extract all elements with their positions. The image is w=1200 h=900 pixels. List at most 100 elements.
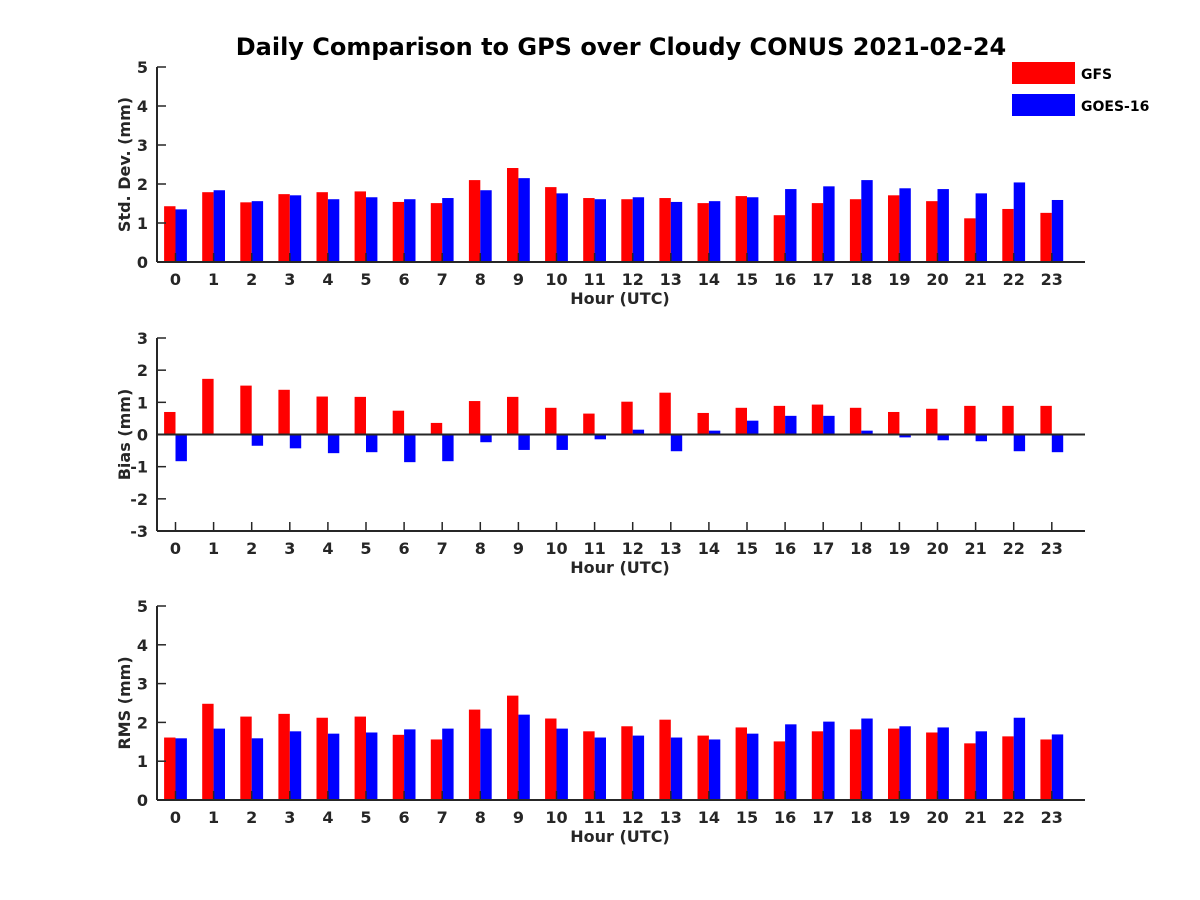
rms-bar-gfs-0 bbox=[164, 737, 176, 800]
std-dev-x-tick-label: 8 bbox=[475, 270, 486, 289]
bias-x-axis-label: Hour (UTC) bbox=[570, 558, 670, 577]
bias-bar-goes16-21 bbox=[975, 434, 987, 442]
std-dev-bar-goes16-20 bbox=[937, 189, 949, 262]
bias-bar-gfs-12 bbox=[621, 401, 633, 435]
std-dev-x-tick-label: 21 bbox=[964, 270, 986, 289]
bias-bar-gfs-10 bbox=[545, 407, 557, 435]
rms-bar-goes16-14 bbox=[708, 739, 721, 800]
std-dev-bar-gfs-17 bbox=[811, 203, 824, 262]
std-dev-bar-gfs-21 bbox=[964, 218, 976, 262]
std-dev-bar-gfs-7 bbox=[430, 203, 443, 262]
bias-bar-gfs-1 bbox=[202, 378, 214, 435]
bias-bar-gfs-19 bbox=[888, 411, 900, 435]
std-dev-x-tick-label: 7 bbox=[437, 270, 448, 289]
std-dev-bar-goes16-8 bbox=[480, 190, 492, 262]
bias-bar-goes16-6 bbox=[404, 434, 416, 463]
bias-x-tick-label: 3 bbox=[284, 539, 295, 558]
bias-y-tick-label: -2 bbox=[130, 490, 148, 509]
rms-x-tick-label: 5 bbox=[360, 808, 371, 827]
rms-bar-goes16-21 bbox=[975, 731, 987, 800]
std-dev-x-tick-label: 4 bbox=[322, 270, 333, 289]
std-dev-bar-goes16-14 bbox=[708, 201, 721, 262]
legend-swatch-goes16 bbox=[1012, 94, 1075, 116]
rms-x-tick-label: 13 bbox=[660, 808, 682, 827]
bias-x-tick-label: 9 bbox=[513, 539, 524, 558]
std-dev-bar-goes16-1 bbox=[213, 190, 225, 262]
bias-x-tick-label: 2 bbox=[246, 539, 257, 558]
bias-y-tick-label: -3 bbox=[130, 522, 148, 541]
std-dev-bar-gfs-2 bbox=[240, 202, 252, 262]
std-dev-x-tick-label: 5 bbox=[360, 270, 371, 289]
bias-bar-goes16-5 bbox=[366, 434, 378, 453]
bias-bar-goes16-0 bbox=[175, 434, 187, 462]
std-dev-bar-goes16-18 bbox=[861, 180, 873, 262]
std-dev-bar-goes16-13 bbox=[670, 201, 683, 262]
rms-bar-goes16-12 bbox=[632, 735, 645, 800]
rms-x-tick-label: 1 bbox=[208, 808, 219, 827]
rms-bar-gfs-12 bbox=[621, 726, 633, 800]
rms-y-tick-label: 3 bbox=[137, 675, 148, 694]
std-dev-y-tick-label: 1 bbox=[137, 214, 148, 233]
rms-x-tick-label: 4 bbox=[322, 808, 333, 827]
std-dev-y-tick-label: 5 bbox=[137, 58, 148, 77]
rms-bar-gfs-21 bbox=[964, 743, 976, 800]
std-dev-x-tick-label: 23 bbox=[1041, 270, 1063, 289]
rms-bar-gfs-3 bbox=[278, 713, 290, 800]
bias-bar-goes16-13 bbox=[670, 434, 683, 452]
bias-bar-goes16-20 bbox=[937, 434, 949, 441]
std-dev-bar-gfs-12 bbox=[621, 199, 633, 262]
std-dev-x-tick-label: 2 bbox=[246, 270, 257, 289]
rms-bar-gfs-6 bbox=[392, 734, 405, 800]
bias-x-tick-label: 20 bbox=[926, 539, 948, 558]
rms-bar-gfs-11 bbox=[583, 731, 595, 800]
bias-x-tick-label: 5 bbox=[360, 539, 371, 558]
bias-bar-gfs-13 bbox=[659, 392, 671, 435]
bias-bar-goes16-15 bbox=[747, 420, 759, 435]
rms-bar-gfs-20 bbox=[926, 732, 938, 800]
bias-bar-gfs-11 bbox=[583, 413, 595, 435]
rms-x-tick-label: 17 bbox=[812, 808, 834, 827]
rms-x-tick-label: 10 bbox=[545, 808, 567, 827]
rms-bar-gfs-17 bbox=[811, 731, 824, 800]
bias-y-tick-label: -1 bbox=[130, 458, 148, 477]
std-dev-bar-goes16-16 bbox=[785, 189, 797, 262]
rms-bar-goes16-7 bbox=[442, 728, 454, 800]
std-dev-bar-gfs-14 bbox=[697, 203, 709, 262]
std-dev-x-tick-label: 22 bbox=[1003, 270, 1025, 289]
rms-x-tick-label: 0 bbox=[170, 808, 181, 827]
bias-bar-gfs-5 bbox=[354, 396, 366, 435]
std-dev-bar-gfs-13 bbox=[659, 198, 671, 262]
std-dev-bar-gfs-6 bbox=[392, 201, 405, 262]
std-dev-bar-gfs-20 bbox=[926, 201, 938, 262]
std-dev-bar-goes16-17 bbox=[823, 186, 835, 262]
std-dev-bar-gfs-1 bbox=[202, 192, 214, 262]
std-dev-bar-gfs-10 bbox=[545, 187, 557, 262]
rms-bar-goes16-6 bbox=[404, 729, 416, 800]
std-dev-bar-goes16-19 bbox=[899, 188, 911, 262]
bias-bar-goes16-17 bbox=[823, 415, 835, 435]
rms-x-tick-label: 3 bbox=[284, 808, 295, 827]
rms-bar-goes16-23 bbox=[1051, 734, 1064, 800]
bias-bar-gfs-23 bbox=[1040, 405, 1052, 435]
std-dev-bar-gfs-16 bbox=[773, 215, 786, 262]
bias-x-tick-label: 6 bbox=[399, 539, 410, 558]
bias-y-tick-label: 2 bbox=[137, 361, 148, 380]
std-dev-bar-gfs-8 bbox=[468, 180, 481, 262]
rms-y-tick-label: 4 bbox=[137, 636, 148, 655]
bias-bar-gfs-9 bbox=[507, 396, 519, 435]
bias-bar-gfs-3 bbox=[278, 389, 290, 435]
bias-y-tick-label: 0 bbox=[137, 426, 148, 445]
rms-x-tick-label: 22 bbox=[1003, 808, 1025, 827]
std-dev-bar-gfs-15 bbox=[735, 196, 747, 262]
rms-bar-goes16-2 bbox=[251, 738, 264, 800]
std-dev-y-axis-label: Std. Dev. (mm) bbox=[115, 97, 134, 232]
std-dev-x-tick-label: 12 bbox=[622, 270, 644, 289]
std-dev-x-tick-label: 6 bbox=[399, 270, 410, 289]
std-dev-bar-goes16-7 bbox=[442, 198, 454, 262]
rms-x-tick-label: 14 bbox=[698, 808, 720, 827]
std-dev-bar-gfs-4 bbox=[316, 192, 328, 262]
rms-y-tick-label: 1 bbox=[137, 752, 148, 771]
rms-bar-goes16-22 bbox=[1013, 717, 1026, 800]
rms-bar-goes16-9 bbox=[518, 714, 530, 800]
